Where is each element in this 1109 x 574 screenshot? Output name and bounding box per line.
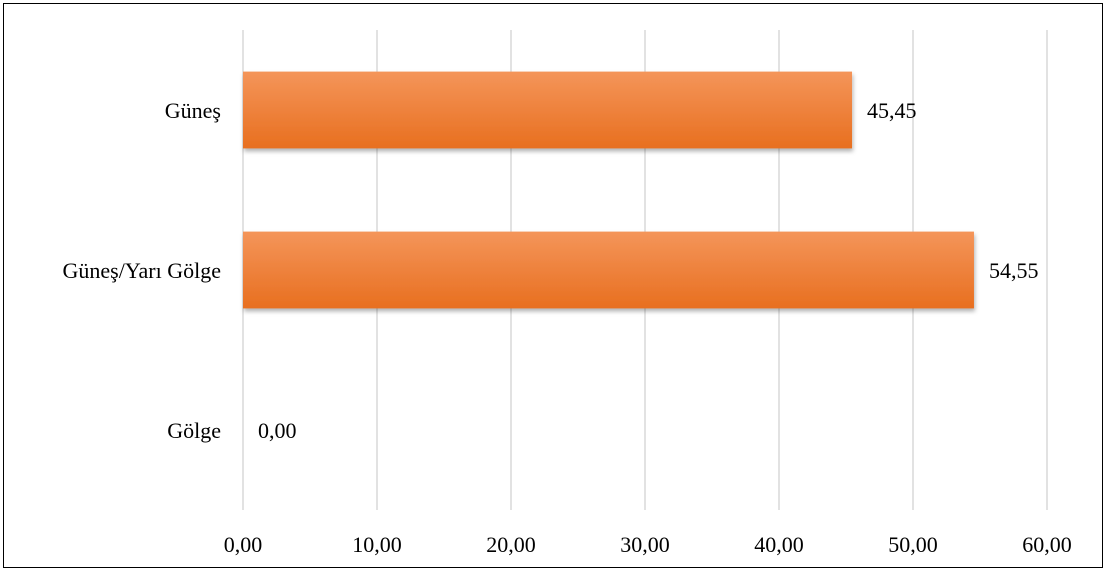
data-label: 54,55 (989, 258, 1039, 283)
category-label: Güneş (165, 98, 221, 123)
bars (243, 71, 974, 309)
x-tick-label: 60,00 (1022, 532, 1072, 557)
bar (243, 231, 974, 309)
bar (243, 71, 853, 149)
x-tick-label: 10,00 (352, 532, 402, 557)
x-tick-label: 30,00 (620, 532, 670, 557)
data-label: 0,00 (258, 418, 297, 443)
data-label: 45,45 (867, 98, 917, 123)
category-label: Gölge (167, 418, 221, 443)
x-tick-label: 0,00 (224, 532, 263, 557)
x-tick-label: 50,00 (888, 532, 938, 557)
x-tick-label: 40,00 (754, 532, 804, 557)
labels: 0,00 10,00 20,00 30,00 40,00 50,00 60,00 Güneş 4… (63, 98, 1072, 557)
category-label: Güneş/Yarı Gölge (63, 258, 221, 283)
x-tick-label: 20,00 (486, 532, 536, 557)
